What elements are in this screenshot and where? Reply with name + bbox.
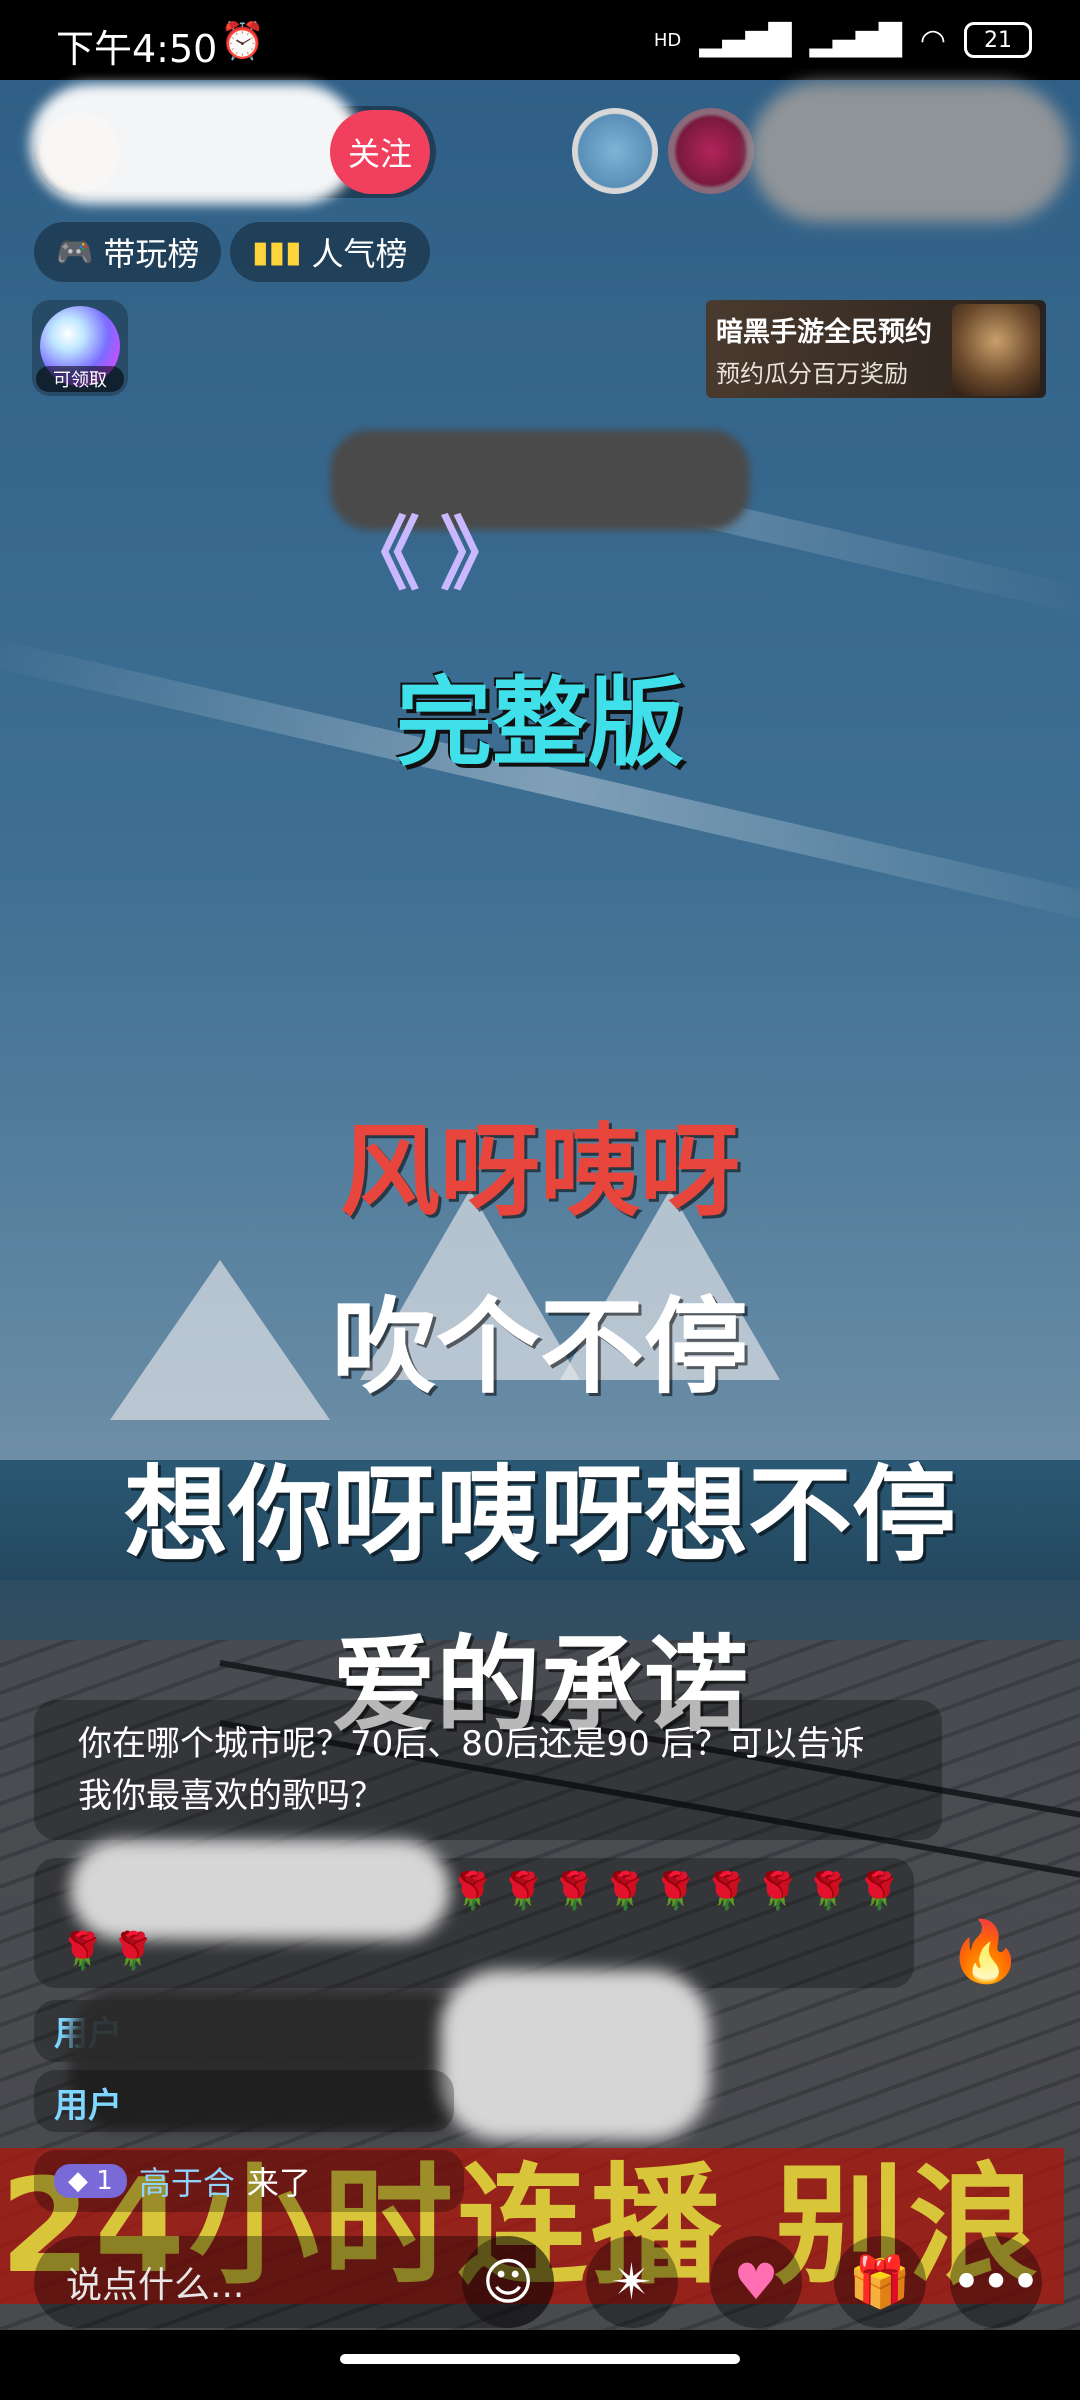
- full-version-label: 完整版: [396, 667, 684, 779]
- follow-button[interactable]: 关注: [330, 110, 430, 194]
- viewer-count-redacted: [750, 82, 1070, 222]
- status-time: 下午4:50: [56, 27, 218, 71]
- bar-chart-icon: ▮▮▮: [252, 234, 302, 270]
- rank-chip-popular[interactable]: ▮▮▮ 人气榜: [230, 222, 430, 282]
- ad-title: 暗黑手游全民预约: [716, 317, 932, 348]
- alarm-icon: ⏰: [220, 21, 265, 62]
- navigation-bar: [0, 2330, 1080, 2400]
- viewer-avatar-1[interactable]: [572, 108, 658, 194]
- ad-character-image: [952, 304, 1040, 396]
- emoji-icon[interactable]: ☺: [462, 2236, 554, 2328]
- enter-action: 来了: [246, 2164, 311, 2202]
- wifi-icon: ◠: [919, 22, 946, 58]
- rank-chip-label: 人气榜: [311, 235, 408, 273]
- status-bar: 下午4:50 ⏰ HD ▂▄▆█ ▂▄▆█ ◠ 21: [0, 0, 1080, 80]
- song-title-redacted: [330, 430, 750, 530]
- chat-redacted: [70, 1990, 470, 2130]
- rank-chip-label: 带玩榜: [103, 235, 200, 273]
- chat-redacted-2: [440, 1970, 710, 2140]
- chat-user-label-2: 用户: [54, 2086, 122, 2126]
- comment-input[interactable]: 说点什么...: [34, 2236, 554, 2328]
- signal-icon-2: ▂▄▆█: [809, 22, 902, 58]
- rose-gifts-row1: 🌹🌹🌹🌹🌹🌹🌹🌹🌹: [450, 1871, 908, 1912]
- status-icons: HD ▂▄▆█ ▂▄▆█ ◠ 21: [654, 22, 1032, 58]
- level-badge: ◆ 1: [54, 2164, 127, 2198]
- flame-icon[interactable]: 🔥: [948, 1917, 1023, 1987]
- signal-icon: ▂▄▆█: [699, 22, 792, 58]
- heart-icon[interactable]: ♥: [710, 2236, 802, 2328]
- more-icon[interactable]: •••: [950, 2236, 1042, 2328]
- lyric-line-4: 爱的承诺: [331, 1624, 748, 1746]
- user-enter-notice: ◆ 1 高于合 来了: [34, 2150, 464, 2212]
- song-title-quote: 《 》: [340, 508, 520, 601]
- ad-banner[interactable]: 暗黑手游全民预约 预约瓜分百万奖励: [706, 300, 1046, 398]
- marquee-banner: 24小时连播 别浪: [0, 2148, 1064, 2304]
- ad-subtitle: 预约瓜分百万奖励: [716, 360, 908, 388]
- rank-chip-play[interactable]: 🎮 带玩榜: [34, 222, 222, 282]
- chat-notice: 你在哪个城市呢？70后、80后还是90 后？可以告诉我你最喜欢的歌吗？: [34, 1700, 942, 1840]
- gamepad-icon: 🎮: [56, 234, 94, 270]
- host-name-redacted: [30, 84, 360, 204]
- pinwheel-icon[interactable]: ✴: [586, 2236, 678, 2328]
- viewer-avatar-2[interactable]: [668, 108, 754, 194]
- chat-message-2: [34, 2070, 454, 2132]
- lyric-line-2: 吹个不停: [331, 1286, 748, 1408]
- enter-user-name[interactable]: 高于合: [138, 2164, 235, 2202]
- lyric-line-1: 风呀咦呀: [340, 1113, 740, 1230]
- rose-gifts-row2: 🌹🌹: [60, 1931, 162, 1972]
- lyric-line-3: 想你呀咦呀想不停: [123, 1454, 956, 1576]
- chat-user-redacted: [70, 1840, 450, 1940]
- reward-label: 可领取: [36, 366, 124, 392]
- hd-label: HD: [653, 29, 682, 51]
- gift-icon[interactable]: 🎁: [834, 2236, 926, 2328]
- battery-icon: 21: [964, 22, 1032, 58]
- home-indicator[interactable]: [340, 2354, 740, 2364]
- reward-button[interactable]: 可领取: [32, 300, 128, 396]
